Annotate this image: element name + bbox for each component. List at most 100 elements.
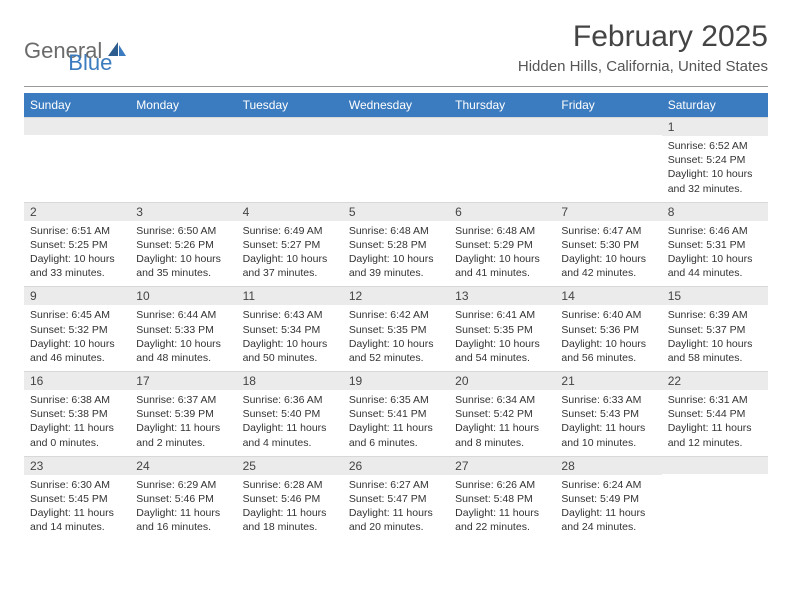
day-body: Sunrise: 6:51 AMSunset: 5:25 PMDaylight:… (24, 221, 130, 287)
sunset-text: Sunset: 5:31 PM (668, 238, 762, 252)
day-cell: 15Sunrise: 6:39 AMSunset: 5:37 PMDayligh… (662, 286, 768, 371)
daylight-text: Daylight: 11 hours and 22 minutes. (455, 506, 549, 534)
sunrise-text: Sunrise: 6:29 AM (136, 478, 230, 492)
day-cell: 26Sunrise: 6:27 AMSunset: 5:47 PMDayligh… (343, 456, 449, 541)
daylight-text: Daylight: 11 hours and 0 minutes. (30, 421, 124, 449)
sunrise-text: Sunrise: 6:40 AM (561, 308, 655, 322)
day-number (449, 117, 555, 135)
title-block: February 2025 Hidden Hills, California, … (518, 20, 768, 75)
day-cell: 2Sunrise: 6:51 AMSunset: 5:25 PMDaylight… (24, 202, 130, 287)
sunset-text: Sunset: 5:35 PM (349, 323, 443, 337)
sunrise-text: Sunrise: 6:24 AM (561, 478, 655, 492)
week-row: 9Sunrise: 6:45 AMSunset: 5:32 PMDaylight… (24, 286, 768, 371)
day-number (662, 456, 768, 474)
weekday-header: Tuesday (237, 93, 343, 117)
day-cell: 19Sunrise: 6:35 AMSunset: 5:41 PMDayligh… (343, 371, 449, 456)
day-body: Sunrise: 6:48 AMSunset: 5:29 PMDaylight:… (449, 221, 555, 287)
day-number: 25 (237, 456, 343, 475)
day-cell (24, 117, 130, 202)
day-body: Sunrise: 6:43 AMSunset: 5:34 PMDaylight:… (237, 305, 343, 371)
daylight-text: Daylight: 11 hours and 2 minutes. (136, 421, 230, 449)
day-cell: 22Sunrise: 6:31 AMSunset: 5:44 PMDayligh… (662, 371, 768, 456)
weeks-container: 1Sunrise: 6:52 AMSunset: 5:24 PMDaylight… (24, 117, 768, 540)
sunset-text: Sunset: 5:37 PM (668, 323, 762, 337)
day-cell: 11Sunrise: 6:43 AMSunset: 5:34 PMDayligh… (237, 286, 343, 371)
day-number: 15 (662, 286, 768, 305)
sunset-text: Sunset: 5:35 PM (455, 323, 549, 337)
sunset-text: Sunset: 5:48 PM (455, 492, 549, 506)
sunset-text: Sunset: 5:34 PM (243, 323, 337, 337)
day-number: 2 (24, 202, 130, 221)
sunrise-text: Sunrise: 6:27 AM (349, 478, 443, 492)
daylight-text: Daylight: 11 hours and 10 minutes. (561, 421, 655, 449)
day-body: Sunrise: 6:49 AMSunset: 5:27 PMDaylight:… (237, 221, 343, 287)
sunset-text: Sunset: 5:46 PM (136, 492, 230, 506)
weekday-header: Monday (130, 93, 236, 117)
sunset-text: Sunset: 5:46 PM (243, 492, 337, 506)
day-cell: 21Sunrise: 6:33 AMSunset: 5:43 PMDayligh… (555, 371, 661, 456)
logo: General Blue (24, 20, 112, 76)
sunset-text: Sunset: 5:41 PM (349, 407, 443, 421)
day-cell: 16Sunrise: 6:38 AMSunset: 5:38 PMDayligh… (24, 371, 130, 456)
daylight-text: Daylight: 10 hours and 52 minutes. (349, 337, 443, 365)
day-number (343, 117, 449, 135)
daylight-text: Daylight: 11 hours and 4 minutes. (243, 421, 337, 449)
weekday-header: Thursday (449, 93, 555, 117)
sunset-text: Sunset: 5:29 PM (455, 238, 549, 252)
daylight-text: Daylight: 11 hours and 8 minutes. (455, 421, 549, 449)
day-body: Sunrise: 6:42 AMSunset: 5:35 PMDaylight:… (343, 305, 449, 371)
sunrise-text: Sunrise: 6:49 AM (243, 224, 337, 238)
sunrise-text: Sunrise: 6:28 AM (243, 478, 337, 492)
daylight-text: Daylight: 10 hours and 50 minutes. (243, 337, 337, 365)
daylight-text: Daylight: 11 hours and 16 minutes. (136, 506, 230, 534)
day-cell: 20Sunrise: 6:34 AMSunset: 5:42 PMDayligh… (449, 371, 555, 456)
day-number: 24 (130, 456, 236, 475)
sunrise-text: Sunrise: 6:46 AM (668, 224, 762, 238)
sunrise-text: Sunrise: 6:39 AM (668, 308, 762, 322)
sunrise-text: Sunrise: 6:38 AM (30, 393, 124, 407)
day-number: 22 (662, 371, 768, 390)
sunrise-text: Sunrise: 6:51 AM (30, 224, 124, 238)
daylight-text: Daylight: 10 hours and 42 minutes. (561, 252, 655, 280)
day-body: Sunrise: 6:27 AMSunset: 5:47 PMDaylight:… (343, 475, 449, 541)
sunset-text: Sunset: 5:32 PM (30, 323, 124, 337)
day-body: Sunrise: 6:50 AMSunset: 5:26 PMDaylight:… (130, 221, 236, 287)
day-body: Sunrise: 6:44 AMSunset: 5:33 PMDaylight:… (130, 305, 236, 371)
sunset-text: Sunset: 5:36 PM (561, 323, 655, 337)
sunset-text: Sunset: 5:43 PM (561, 407, 655, 421)
day-body: Sunrise: 6:35 AMSunset: 5:41 PMDaylight:… (343, 390, 449, 456)
daylight-text: Daylight: 10 hours and 41 minutes. (455, 252, 549, 280)
day-body: Sunrise: 6:52 AMSunset: 5:24 PMDaylight:… (662, 136, 768, 202)
sunrise-text: Sunrise: 6:48 AM (349, 224, 443, 238)
day-body: Sunrise: 6:41 AMSunset: 5:35 PMDaylight:… (449, 305, 555, 371)
day-body: Sunrise: 6:31 AMSunset: 5:44 PMDaylight:… (662, 390, 768, 456)
sunset-text: Sunset: 5:26 PM (136, 238, 230, 252)
day-number (237, 117, 343, 135)
day-cell: 7Sunrise: 6:47 AMSunset: 5:30 PMDaylight… (555, 202, 661, 287)
sunset-text: Sunset: 5:39 PM (136, 407, 230, 421)
day-body: Sunrise: 6:39 AMSunset: 5:37 PMDaylight:… (662, 305, 768, 371)
day-cell: 27Sunrise: 6:26 AMSunset: 5:48 PMDayligh… (449, 456, 555, 541)
day-cell: 5Sunrise: 6:48 AMSunset: 5:28 PMDaylight… (343, 202, 449, 287)
sunrise-text: Sunrise: 6:30 AM (30, 478, 124, 492)
day-cell: 9Sunrise: 6:45 AMSunset: 5:32 PMDaylight… (24, 286, 130, 371)
day-number (130, 117, 236, 135)
day-body: Sunrise: 6:29 AMSunset: 5:46 PMDaylight:… (130, 475, 236, 541)
day-cell: 6Sunrise: 6:48 AMSunset: 5:29 PMDaylight… (449, 202, 555, 287)
sunset-text: Sunset: 5:45 PM (30, 492, 124, 506)
sunset-text: Sunset: 5:47 PM (349, 492, 443, 506)
sunrise-text: Sunrise: 6:33 AM (561, 393, 655, 407)
sunset-text: Sunset: 5:49 PM (561, 492, 655, 506)
day-number: 7 (555, 202, 661, 221)
daylight-text: Daylight: 10 hours and 35 minutes. (136, 252, 230, 280)
day-body: Sunrise: 6:26 AMSunset: 5:48 PMDaylight:… (449, 475, 555, 541)
day-body: Sunrise: 6:33 AMSunset: 5:43 PMDaylight:… (555, 390, 661, 456)
daylight-text: Daylight: 10 hours and 56 minutes. (561, 337, 655, 365)
day-body: Sunrise: 6:38 AMSunset: 5:38 PMDaylight:… (24, 390, 130, 456)
day-cell: 18Sunrise: 6:36 AMSunset: 5:40 PMDayligh… (237, 371, 343, 456)
day-body: Sunrise: 6:48 AMSunset: 5:28 PMDaylight:… (343, 221, 449, 287)
day-body: Sunrise: 6:46 AMSunset: 5:31 PMDaylight:… (662, 221, 768, 287)
day-cell: 17Sunrise: 6:37 AMSunset: 5:39 PMDayligh… (130, 371, 236, 456)
day-body: Sunrise: 6:34 AMSunset: 5:42 PMDaylight:… (449, 390, 555, 456)
day-number: 4 (237, 202, 343, 221)
